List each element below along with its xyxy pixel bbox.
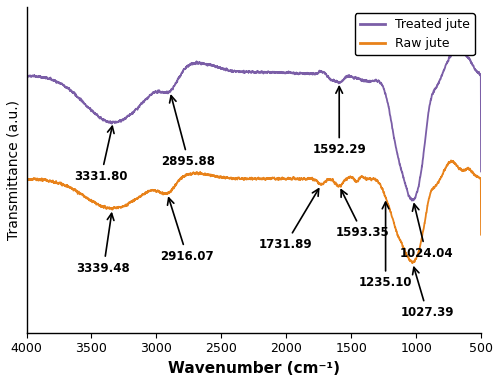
Text: 1592.29: 1592.29 <box>312 87 366 156</box>
Raw jute <box>24 232 30 237</box>
Raw jute <box>442 168 448 172</box>
Text: 1024.04: 1024.04 <box>399 204 453 260</box>
Treated jute <box>24 170 30 175</box>
Text: 2916.07: 2916.07 <box>160 198 214 263</box>
Treated jute <box>218 66 224 71</box>
Text: 3331.80: 3331.80 <box>74 126 128 183</box>
Text: 1731.89: 1731.89 <box>258 189 318 251</box>
X-axis label: Wavenumber (cm⁻¹): Wavenumber (cm⁻¹) <box>168 361 340 376</box>
Raw jute <box>354 178 360 183</box>
Text: 1235.10: 1235.10 <box>359 202 412 290</box>
Line: Treated jute: Treated jute <box>26 51 481 201</box>
Treated jute <box>240 69 246 74</box>
Legend: Treated jute, Raw jute: Treated jute, Raw jute <box>355 13 475 56</box>
Y-axis label: Transmittance (a.u.): Transmittance (a.u.) <box>7 100 21 240</box>
Raw jute <box>478 232 484 237</box>
Treated jute <box>409 198 415 203</box>
Treated jute <box>454 48 460 53</box>
Treated jute <box>478 169 484 174</box>
Text: 1593.35: 1593.35 <box>336 190 390 239</box>
Text: 3339.48: 3339.48 <box>76 213 130 275</box>
Raw jute <box>240 177 246 182</box>
Text: 1027.39: 1027.39 <box>400 267 454 319</box>
Treated jute <box>464 54 470 59</box>
Raw jute <box>464 166 470 170</box>
Raw jute <box>410 261 416 265</box>
Raw jute <box>214 173 220 178</box>
Treated jute <box>214 65 220 70</box>
Raw jute <box>448 158 454 163</box>
Raw jute <box>218 174 224 179</box>
Treated jute <box>354 76 360 81</box>
Treated jute <box>442 67 448 71</box>
Text: 2895.88: 2895.88 <box>162 96 216 168</box>
Line: Raw jute: Raw jute <box>26 160 481 263</box>
